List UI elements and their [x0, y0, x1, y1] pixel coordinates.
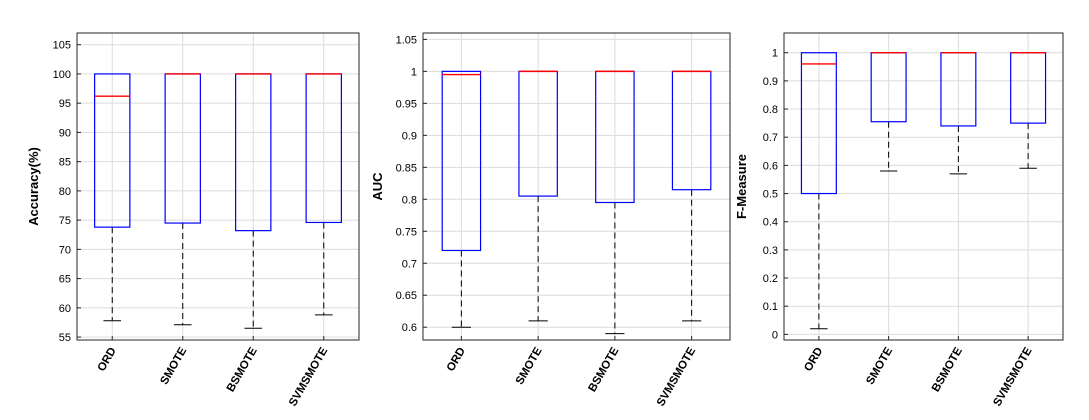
x-tick-label: SMOTE — [514, 345, 545, 387]
y-tick-label: 0.2 — [763, 273, 778, 285]
y-tick-label: 85 — [59, 157, 71, 169]
y-tick-label: 0.9 — [763, 76, 778, 88]
y-tick-label: 0.95 — [396, 98, 417, 110]
x-tick-label: SMOTE — [864, 345, 895, 387]
plot-area — [423, 33, 730, 340]
y-tick-label: 0.3 — [763, 245, 778, 257]
y-tick-label: 65 — [59, 274, 71, 286]
box-smote — [870, 52, 907, 172]
y-tick-label: 75 — [59, 215, 71, 227]
y-tick-label: 0.6 — [402, 322, 417, 334]
box-smote — [518, 70, 558, 322]
box-ord — [441, 70, 482, 328]
box-iqr — [441, 70, 482, 252]
box-iqr — [94, 73, 131, 228]
y-tick-label: 0.1 — [763, 301, 778, 313]
y-tick-label: 0.85 — [396, 162, 417, 174]
x-tick-label: ORD — [802, 346, 825, 374]
box-svmsmote — [305, 73, 342, 316]
box-bsmote — [235, 73, 272, 329]
box-ord — [800, 52, 837, 330]
x-tick-label: ORD — [96, 346, 119, 374]
y-tick-label: 0.9 — [402, 130, 417, 142]
box-svmsmote — [1010, 52, 1047, 169]
box-bsmote — [940, 52, 977, 175]
y-tick-label: 0.5 — [763, 189, 778, 201]
y-tick-label: 0.75 — [396, 226, 417, 238]
plot-area — [784, 33, 1063, 340]
axes-frame — [783, 32, 1064, 341]
y-tick-label: 60 — [59, 303, 71, 315]
box-smote — [164, 73, 201, 326]
y-tick-label: 1 — [772, 48, 778, 60]
x-tick-label: SVMSMOTE — [991, 345, 1034, 408]
box-bsmote — [595, 70, 635, 335]
x-tick-label: SMOTE — [159, 345, 190, 387]
y-tick-label: 0.6 — [763, 160, 778, 172]
y-tick-label: 0.65 — [396, 290, 417, 302]
axes-frame — [422, 32, 731, 341]
y-tick-label: 0.7 — [402, 258, 417, 270]
y-axis-label: F-Measure — [734, 154, 749, 219]
y-tick-label: 0.4 — [763, 217, 778, 229]
y-tick-label: 0.8 — [402, 194, 417, 206]
y-tick-label: 0.8 — [763, 104, 778, 116]
box-svmsmote — [671, 70, 712, 322]
box-iqr — [800, 52, 837, 195]
chart-panel-2: 0.6 0.65 0.7 0.75 0.8 0.85 0.9 0.95 1 1.05 ORD SMOT… — [370, 32, 731, 408]
y-tick-label: 0 — [772, 329, 778, 341]
x-tick-label: SVMSMOTE — [655, 345, 698, 408]
y-tick-label: 100 — [53, 69, 71, 81]
y-axis-label: AUC — [370, 172, 385, 201]
y-tick-label: 0.7 — [763, 132, 778, 144]
x-tick-label: BSMOTE — [225, 345, 260, 394]
box-ord — [94, 73, 131, 322]
plot-area — [77, 33, 359, 340]
y-tick-label: 70 — [59, 244, 71, 256]
x-tick-label: ORD — [445, 346, 468, 374]
axes-frame — [76, 32, 360, 341]
y-tick-label: 95 — [59, 98, 71, 110]
y-tick-label: 105 — [53, 40, 71, 52]
y-tick-label: 55 — [59, 332, 71, 344]
y-tick-label: 80 — [59, 186, 71, 198]
y-tick-label: 1.05 — [396, 34, 417, 46]
chart-panel-3: 0 0.1 0.2 0.3 0.4 0.5 0.6 0.7 0.8 0.9 1 ORD SMOTE BSM… — [734, 32, 1064, 408]
y-tick-label: 90 — [59, 127, 71, 139]
chart-panel-1: 55 60 65 70 75 80 85 90 95 100 105 ORD SMOTE BSMOTE SV… — [26, 32, 360, 408]
x-tick-label: BSMOTE — [586, 345, 621, 394]
y-axis-label: Accuracy(%) — [26, 147, 41, 226]
y-tick-label: 1 — [411, 66, 417, 78]
x-tick-label: SVMSMOTE — [287, 345, 330, 408]
x-tick-label: BSMOTE — [930, 345, 965, 394]
